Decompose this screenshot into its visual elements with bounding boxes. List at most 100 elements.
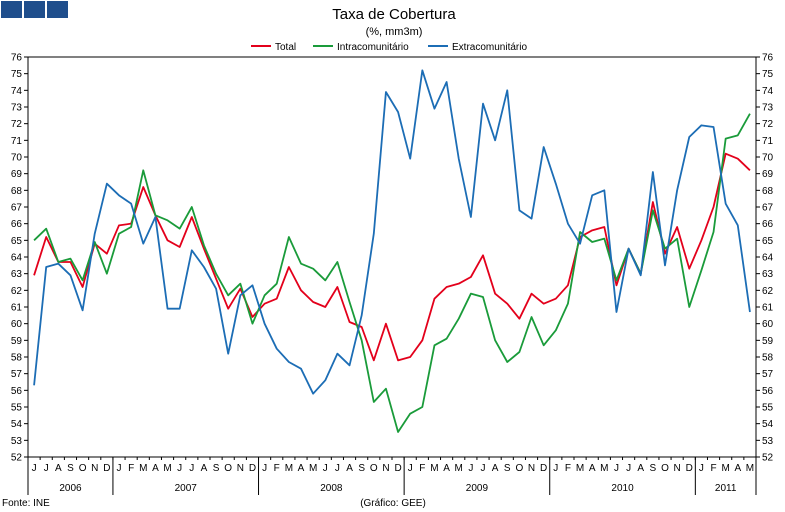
x-month-label: J [323,463,328,474]
y-tick-label-right: 71 [762,136,774,147]
y-tick-label-left: 58 [11,353,23,364]
y-tick-label-left: 75 [11,69,23,80]
x-month-label: J [189,463,194,474]
plot-frame [27,56,757,458]
x-month-label: N [674,463,681,474]
y-tick-label-right: 55 [762,403,774,414]
x-month-label: J [44,463,49,474]
x-month-label: A [346,463,353,474]
y-tick-label-right: 67 [762,203,774,214]
y-tick-label-left: 72 [11,119,23,130]
x-month-label: N [382,463,389,474]
x-month-label: M [455,463,463,474]
y-tick-label-right: 66 [762,219,774,230]
y-tick-label-right: 60 [762,319,774,330]
x-month-label: S [504,463,511,474]
x-month-label: S [213,463,220,474]
x-month-label: J [699,463,704,474]
y-tick-label-right: 76 [762,53,774,64]
y-tick-label-right: 63 [762,269,774,280]
y-tick-label-left: 55 [11,403,23,414]
chart-title: Taxa de Cobertura [332,6,456,23]
x-month-label: A [298,463,305,474]
y-tick-label-right: 53 [762,436,774,447]
x-month-label: J [626,463,631,474]
x-year-label: 2006 [59,483,82,494]
x-month-label: F [710,463,716,474]
y-tick-label-left: 70 [11,153,23,164]
x-month-label: A [55,463,62,474]
x-month-label: O [661,463,669,474]
y-tick-label-left: 67 [11,203,23,214]
x-month-label: N [528,463,535,474]
x-month-label: A [201,463,208,474]
logo-block [47,1,68,18]
source-note: Fonte: INE [2,498,50,509]
x-month-label: O [516,463,524,474]
x-year-label: 2010 [611,483,634,494]
y-tick-label-left: 65 [11,236,23,247]
y-tick-label-left: 62 [11,286,23,297]
x-month-label: J [614,463,619,474]
y-tick-label-left: 59 [11,336,23,347]
x-month-label: J [32,463,37,474]
y-tick-label-right: 59 [762,336,774,347]
x-month-label: M [746,463,754,474]
chart-credit: (Gráfico: GEE) [360,498,426,509]
y-tick-label-left: 57 [11,369,23,380]
x-month-label: J [262,463,267,474]
x-month-label: N [91,463,98,474]
x-month-label: A [492,463,499,474]
y-tick-label-right: 65 [762,236,774,247]
x-month-label: D [249,463,256,474]
legend-label-1: Total [275,42,296,53]
x-year-label: 2008 [320,483,343,494]
x-month-label: A [637,463,644,474]
y-tick-label-left: 54 [11,419,23,430]
series-group [33,69,751,433]
x-month-label: F [419,463,425,474]
axes: 52 52 53 53 54 54 55 55 56 56 57 57 58 58 59 59 60 60 61 61… [11,53,774,495]
x-month-label: O [224,463,232,474]
y-tick-label-right: 58 [762,353,774,364]
y-tick-label-left: 53 [11,436,23,447]
y-tick-label-right: 52 [762,453,774,464]
x-month-label: J [468,463,473,474]
y-tick-label-right: 74 [762,86,774,97]
y-tick-label-left: 56 [11,386,23,397]
y-tick-label-left: 74 [11,86,23,97]
x-month-label: N [237,463,244,474]
chart-subtitle: (%, mm3m) [366,26,423,38]
y-tick-label-left: 71 [11,136,23,147]
ine-logo [1,1,68,18]
x-month-label: S [358,463,365,474]
y-tick-label-left: 60 [11,319,23,330]
x-month-label: D [394,463,401,474]
y-tick-label-right: 69 [762,169,774,180]
y-tick-label-left: 61 [11,303,23,314]
x-month-label: J [481,463,486,474]
y-tick-label-right: 72 [762,119,774,130]
x-year-label: 2009 [466,483,489,494]
y-tick-label-left: 68 [11,186,23,197]
y-tick-label-right: 62 [762,286,774,297]
y-tick-label-right: 75 [762,69,774,80]
series-line-2 [33,113,751,433]
y-tick-label-left: 52 [11,453,23,464]
y-tick-label-right: 73 [762,103,774,114]
logo-block [1,1,22,18]
y-tick-label-left: 66 [11,219,23,230]
series-line-3 [33,69,751,395]
y-tick-label-left: 73 [11,103,23,114]
x-month-label: M [309,463,317,474]
legend: Total Intracomunitário Extracomunitário [251,42,527,53]
y-tick-label-left: 69 [11,169,23,180]
x-month-label: J [177,463,182,474]
legend-label-3: Extracomunitário [452,42,527,53]
y-tick-label-right: 57 [762,369,774,380]
logo-block [24,1,45,18]
x-month-label: M [430,463,438,474]
x-month-label: D [540,463,547,474]
x-month-label: S [650,463,657,474]
x-month-label: S [67,463,74,474]
